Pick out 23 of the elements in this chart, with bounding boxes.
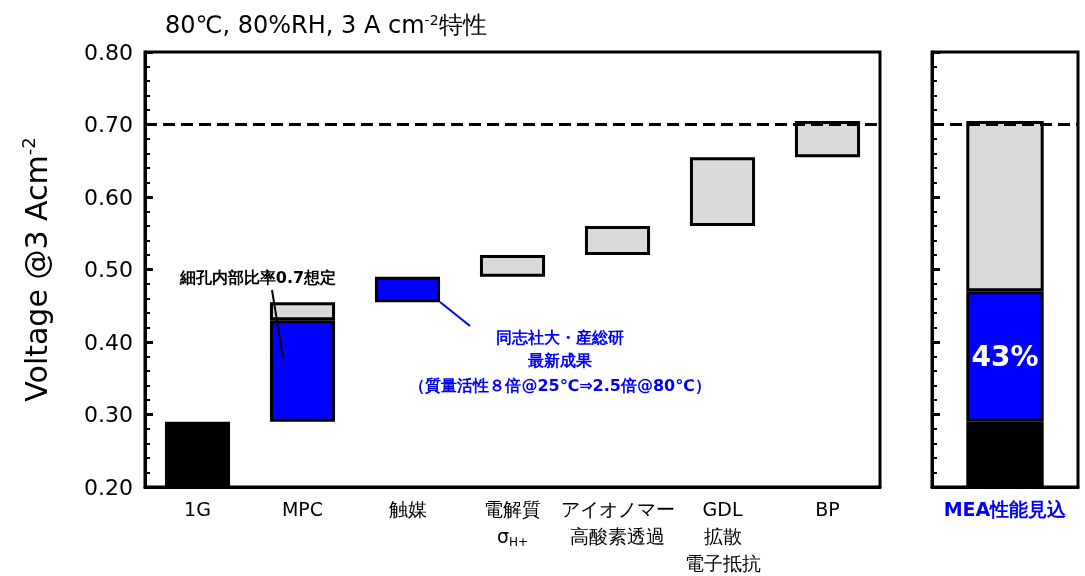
x-tick-label: アイオノマー高酸素透過 <box>560 497 675 547</box>
bar <box>479 255 546 277</box>
x-tick-label: MEA性能見込 <box>943 497 1068 520</box>
annotation: 同志社大・産総研最新成果 <box>496 328 624 370</box>
y-tick-label: 0.30 <box>84 402 133 427</box>
annotation: 細孔内部比率0.7想定 <box>178 268 337 287</box>
x-tick-label: 1G <box>184 497 211 520</box>
bar <box>374 276 441 303</box>
x-tick-label: MPC <box>281 497 324 520</box>
bar <box>584 226 651 255</box>
bar <box>689 157 756 226</box>
x-tick-label: BP <box>815 497 840 520</box>
y-tick-label: 0.80 <box>84 39 133 65</box>
y-tick-label: 0.20 <box>84 474 133 500</box>
annotation: 43% <box>971 340 1039 373</box>
annotation: （質量活性８倍@25℃⇒2.5倍@80℃） <box>409 376 711 395</box>
y-tick-label: 0.70 <box>84 112 133 137</box>
y-tick-label: 0.60 <box>84 184 133 210</box>
x-tick-label: 触媒 <box>388 497 427 520</box>
x-tick-label: GDL拡散電子抵抗 <box>684 497 761 574</box>
y-tick-label: 0.40 <box>84 329 133 355</box>
y-tick-label: 0.50 <box>84 257 133 282</box>
y-axis-title: Voltage @3 Acm-2 <box>17 137 54 402</box>
